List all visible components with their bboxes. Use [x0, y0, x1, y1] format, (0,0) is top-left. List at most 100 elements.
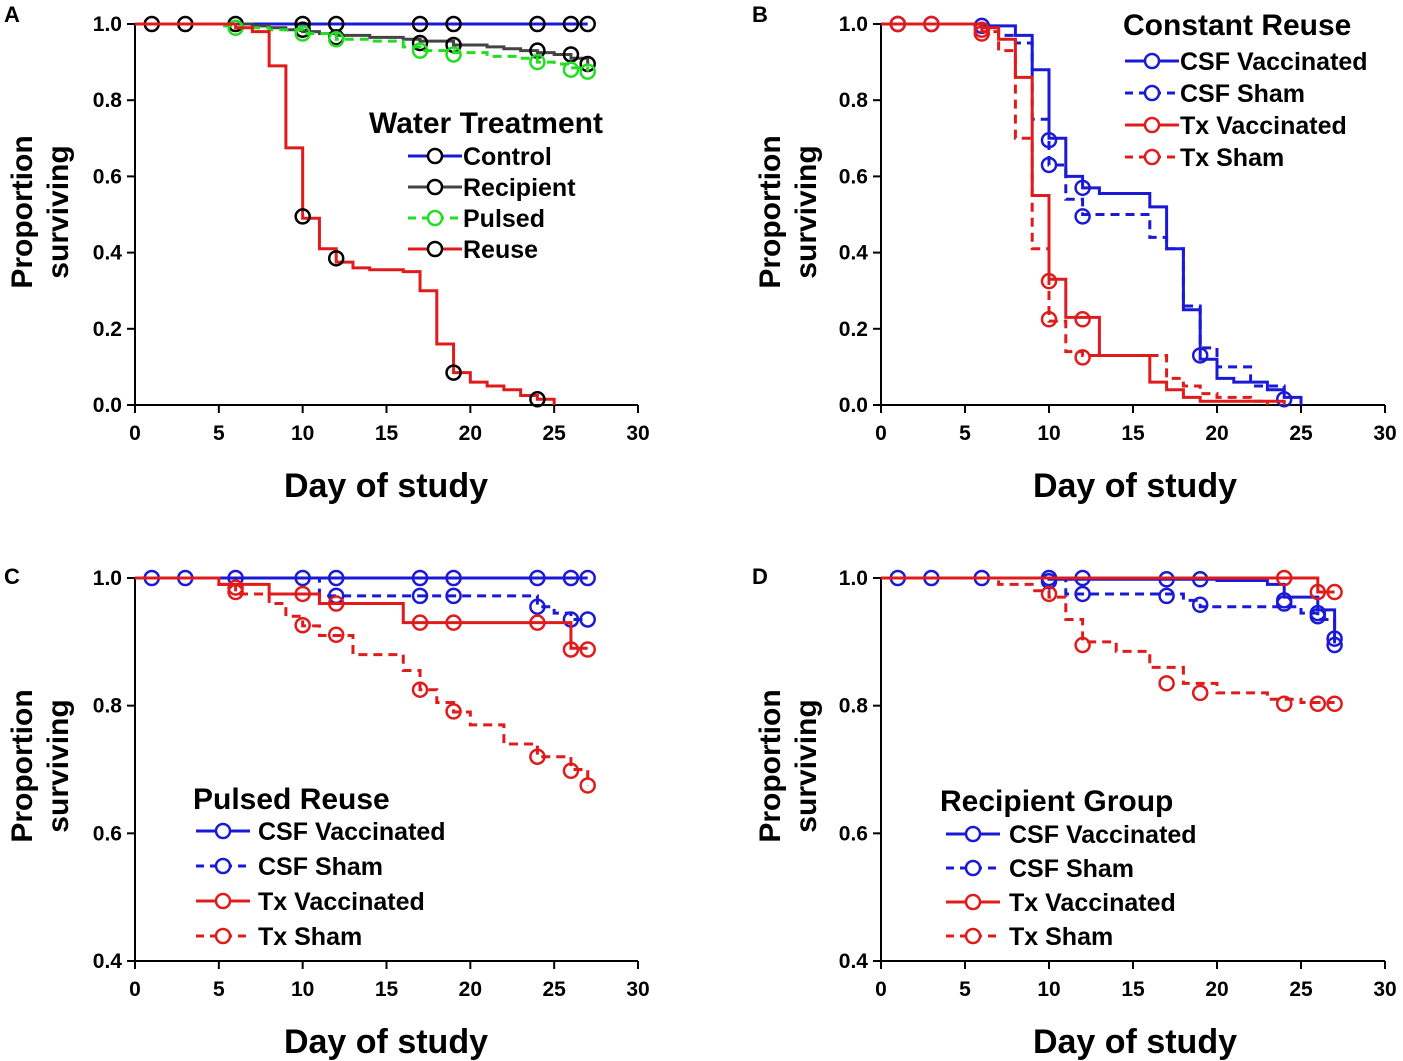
- series-csf-sham: [135, 576, 596, 628]
- legend-marker-swatch: [1143, 116, 1161, 134]
- data-point-marker: [294, 569, 311, 587]
- x-tick-label: 15: [375, 422, 399, 445]
- x-tick-label: 20: [459, 422, 482, 445]
- y-axis-title-line-2: surviving: [42, 699, 75, 832]
- legend-title: Water Treatment: [369, 107, 603, 140]
- legend-label: CSF Vaccinated: [258, 818, 446, 846]
- panel-b: B 0 5 10 15 20 25 30 0.0 0.2 0.4 0.6 0.8 1.0 Day of st…: [752, 2, 1397, 505]
- legend-marker-swatch: [1143, 52, 1161, 70]
- y-axis-title-line-2: surviving: [42, 145, 75, 278]
- data-point-marker: [562, 569, 580, 587]
- y-axis-title-line-2: surviving: [790, 145, 823, 278]
- survival-line: [881, 22, 1286, 405]
- data-point-marker: [411, 34, 429, 52]
- data-point-marker: [445, 569, 462, 587]
- y-tick-label: 0.8: [839, 695, 869, 718]
- data-point-marker: [1309, 695, 1327, 713]
- data-point-marker: [529, 598, 546, 615]
- y-tick-label: 1.0: [93, 13, 122, 36]
- x-tick-label: 30: [626, 978, 649, 1001]
- legend-marker-swatch: [214, 822, 232, 840]
- x-tick-label: 15: [1121, 978, 1145, 1001]
- data-point-marker: [1074, 208, 1091, 225]
- data-point-marker: [579, 611, 596, 628]
- legend-marker-swatch: [964, 927, 982, 945]
- legend-label: Tx Sham: [258, 923, 362, 951]
- data-point-marker: [445, 46, 462, 63]
- data-point-marker: [227, 579, 244, 596]
- x-axis-title: Day of study: [1033, 1023, 1237, 1061]
- survival-line: [135, 576, 590, 786]
- x-tick-label: 20: [459, 978, 482, 1001]
- data-point-marker: [579, 569, 596, 587]
- x-tick-label: 15: [375, 978, 399, 1001]
- data-point-marker: [327, 30, 345, 48]
- data-point-marker: [529, 748, 546, 765]
- data-point-marker: [1040, 585, 1058, 603]
- x-tick-label: 30: [1373, 422, 1396, 445]
- data-point-marker: [1275, 569, 1293, 587]
- data-point-marker: [294, 208, 311, 225]
- data-point-marker: [579, 15, 596, 33]
- data-point-marker: [411, 569, 429, 587]
- data-point-marker: [1074, 311, 1091, 328]
- data-point-marker: [923, 15, 940, 33]
- data-point-marker: [973, 25, 991, 42]
- panel-letter: A: [4, 2, 20, 27]
- legend-label: Pulsed: [463, 205, 545, 233]
- series-tx-sham: [881, 22, 1269, 405]
- legend-marker-swatch: [426, 178, 444, 196]
- y-tick-label: 0.6: [839, 822, 868, 845]
- legend-label: CSF Sham: [1009, 855, 1134, 883]
- series-reuse: [135, 22, 556, 408]
- y-tick-label: 0.8: [839, 89, 869, 112]
- legend-label: Reuse: [463, 236, 538, 264]
- panel-letter: B: [752, 2, 768, 27]
- y-axis-title: Proportion surviving: [6, 689, 75, 842]
- survival-line: [881, 576, 1335, 594]
- data-point-marker: [562, 15, 580, 33]
- x-tick-label: 25: [1289, 978, 1313, 1001]
- data-point-marker: [1040, 311, 1058, 328]
- legend-label: Tx Vaccinated: [258, 888, 425, 916]
- data-point-marker: [1275, 595, 1293, 612]
- y-tick-label: 0.6: [839, 165, 868, 188]
- survival-line: [881, 576, 1335, 704]
- data-point-marker: [529, 614, 546, 631]
- data-point-marker: [1326, 636, 1343, 654]
- survival-line: [881, 576, 1337, 639]
- x-tick-label: 25: [1289, 422, 1313, 445]
- legend-label: Control: [463, 143, 552, 171]
- x-tick-label: 0: [129, 978, 141, 1001]
- legend-label: Tx Vaccinated: [1180, 112, 1347, 140]
- series-csf-sham: [881, 572, 1343, 654]
- data-point-marker: [1074, 179, 1091, 197]
- series-tx-sham: [135, 576, 596, 794]
- series-pulsed: [135, 19, 596, 80]
- y-tick-label: 0.4: [839, 242, 869, 265]
- x-tick-label: 15: [1121, 422, 1145, 445]
- x-tick-label: 5: [959, 422, 971, 445]
- y-tick-label: 0.6: [93, 822, 122, 845]
- data-point-marker: [562, 61, 580, 78]
- y-tick-label: 0.4: [93, 242, 123, 265]
- y-tick-label: 0.0: [93, 394, 122, 417]
- panel-letter: D: [752, 564, 768, 589]
- data-point-marker: [227, 583, 244, 601]
- x-axis-title: Day of study: [284, 1023, 488, 1061]
- legend-marker-swatch: [214, 927, 232, 945]
- x-tick-label: 20: [1205, 978, 1228, 1001]
- y-axis-title-line-1: Proportion: [754, 689, 787, 842]
- legend-marker-swatch: [214, 892, 232, 910]
- x-tick-label: 25: [542, 978, 566, 1001]
- survival-line: [135, 22, 556, 405]
- data-point-marker: [1074, 349, 1091, 366]
- survival-line: [135, 22, 590, 72]
- y-tick-label: 0.6: [93, 165, 122, 188]
- legend-marker-swatch: [964, 859, 982, 877]
- legend-label: Recipient: [463, 174, 576, 202]
- x-tick-label: 20: [1205, 422, 1228, 445]
- data-point-marker: [562, 641, 580, 658]
